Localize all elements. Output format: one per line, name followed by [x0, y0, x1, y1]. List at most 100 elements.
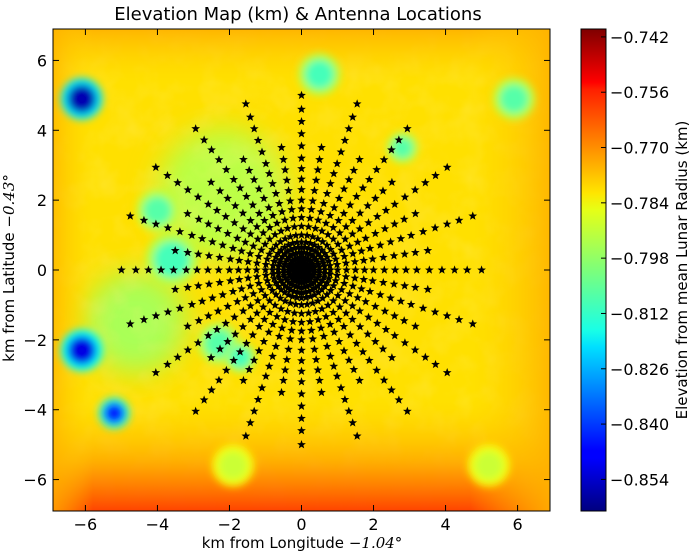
antenna-star — [234, 255, 244, 265]
antenna-star — [193, 281, 203, 290]
antenna-star — [379, 375, 389, 384]
antenna-star — [163, 170, 172, 180]
antenna-star — [223, 228, 233, 238]
antenna-star — [254, 346, 264, 355]
antenna-star — [442, 219, 452, 228]
antenna-star — [265, 281, 274, 290]
antenna-star — [286, 298, 295, 307]
x-tick-label: −2 — [218, 515, 242, 534]
antenna-star — [308, 298, 317, 307]
antenna-star — [268, 265, 278, 274]
antenna-star — [175, 303, 185, 313]
antenna-star — [225, 276, 235, 285]
antenna-star — [246, 314, 255, 324]
antenna-star — [363, 201, 373, 210]
antenna-star — [286, 272, 296, 281]
antenna-star — [389, 279, 399, 288]
antenna-star — [355, 154, 364, 164]
antenna-star — [311, 355, 321, 364]
antenna-star — [279, 268, 289, 277]
elevation-feature — [305, 60, 334, 89]
antenna-star — [336, 383, 346, 392]
antenna-star — [183, 282, 193, 292]
antenna-star — [289, 255, 299, 264]
antenna-star — [238, 306, 248, 315]
antenna-star — [297, 230, 306, 239]
antenna-star — [234, 274, 244, 284]
antenna-star — [288, 291, 297, 301]
antenna-star — [275, 237, 285, 246]
antenna-star — [267, 244, 277, 254]
antenna-star — [271, 290, 281, 299]
antenna-star — [181, 265, 191, 274]
antenna-star — [399, 316, 409, 325]
antenna-star — [378, 252, 388, 262]
antenna-star — [297, 377, 306, 386]
antenna-star — [284, 186, 293, 195]
antenna-star — [321, 312, 331, 321]
antenna-star — [333, 239, 343, 249]
antenna-star — [348, 418, 358, 427]
antenna-star — [206, 177, 216, 187]
antenna-star — [228, 243, 238, 253]
antenna-star — [387, 145, 396, 154]
antenna-star — [299, 282, 309, 291]
antenna-star — [151, 368, 161, 377]
antenna-star — [253, 394, 263, 404]
x-tick-label: 6 — [512, 515, 522, 534]
antenna-star — [215, 277, 225, 287]
antenna-star — [252, 222, 262, 231]
antenna-star — [240, 237, 250, 246]
antenna-star — [324, 274, 334, 283]
antenna-star — [212, 324, 222, 334]
antenna-star — [277, 387, 286, 397]
antenna-star — [283, 306, 292, 316]
antenna-star — [320, 248, 330, 258]
antenna-star — [339, 321, 349, 331]
antenna-star — [163, 223, 173, 232]
antenna-star — [253, 135, 263, 145]
antenna-star — [309, 253, 319, 262]
antenna-star — [265, 234, 275, 243]
antenna-star — [228, 286, 238, 296]
antenna-star — [274, 261, 283, 271]
antenna-star — [213, 224, 223, 233]
antenna-star — [264, 361, 274, 371]
antenna-star — [280, 260, 289, 269]
antenna-star — [273, 265, 283, 274]
antenna-star — [297, 335, 306, 344]
antenna-star — [355, 322, 365, 331]
antenna-star — [401, 265, 411, 274]
antenna-star — [410, 185, 420, 194]
antenna-star — [454, 215, 464, 225]
antenna-star — [323, 230, 333, 239]
antenna-star — [313, 215, 323, 224]
antenna-star — [387, 353, 397, 362]
antenna-star — [280, 270, 289, 280]
antenna-star — [305, 280, 315, 290]
elevation-feature — [143, 196, 172, 226]
antenna-star — [239, 154, 248, 164]
antenna-star — [244, 165, 254, 175]
elevation-feature — [391, 136, 414, 159]
antenna-star — [284, 253, 294, 262]
antenna-star — [328, 234, 338, 243]
antenna-star — [238, 322, 248, 331]
antenna-star — [442, 162, 452, 172]
antenna-star — [192, 265, 202, 274]
antenna-star — [344, 406, 354, 415]
colorbar-tick-label: −0.840 — [610, 415, 669, 434]
antenna-star — [317, 142, 326, 152]
antenna-star — [206, 353, 216, 362]
antenna-star — [340, 135, 350, 145]
antenna-star — [390, 311, 399, 320]
antenna-star — [297, 195, 306, 204]
antenna-star — [243, 257, 253, 266]
antenna-star — [326, 351, 335, 361]
antenna-star — [411, 321, 420, 331]
antenna-star — [245, 112, 255, 121]
antenna-star — [468, 211, 478, 220]
y-tick-label: 6 — [37, 51, 47, 70]
y-tick-label: −2 — [23, 331, 47, 350]
antenna-star — [194, 214, 204, 223]
